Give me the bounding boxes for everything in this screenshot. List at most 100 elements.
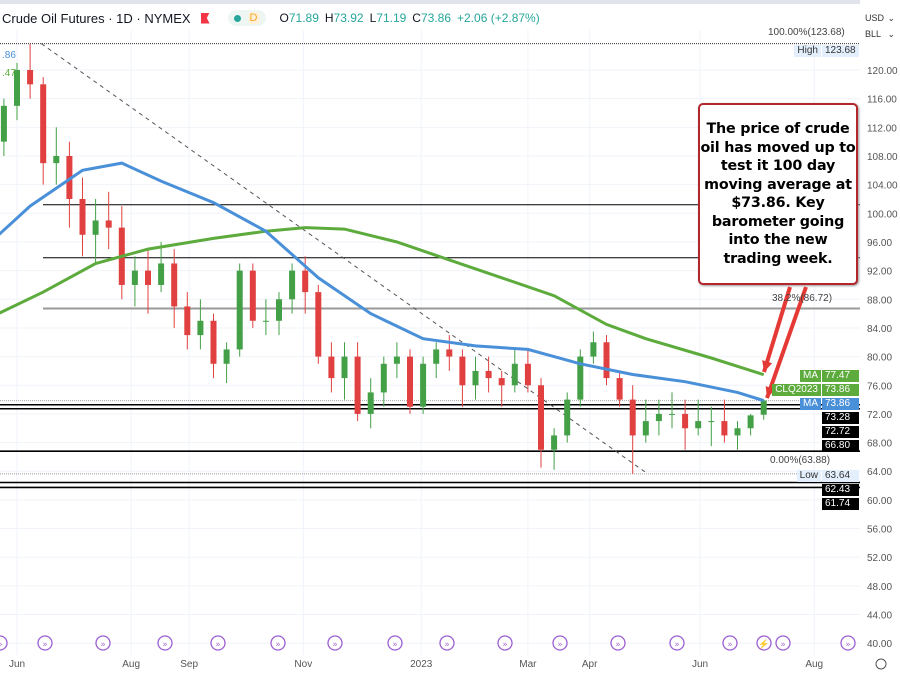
y-tick-label: 40.00	[867, 639, 892, 650]
price-label-tag: Low	[796, 470, 821, 482]
market-status-badge[interactable]: D	[227, 10, 266, 26]
price-label-tag: High	[794, 45, 821, 57]
y-tick-label: 104.00	[867, 181, 898, 192]
candle-body	[655, 413, 662, 422]
event-circle	[497, 635, 513, 651]
economic-event-icon[interactable]: »	[552, 635, 568, 651]
lightning-event-icon[interactable]: ⚡	[756, 635, 772, 651]
x-tick-label: Aug	[805, 659, 823, 670]
event-circle	[439, 635, 455, 651]
candle-body	[315, 292, 322, 357]
event-circle	[669, 635, 685, 651]
candle-body	[485, 370, 492, 379]
y-tick-label: 100.00	[867, 209, 898, 220]
event-circle	[775, 635, 791, 651]
price-label-value: 73.28	[822, 412, 859, 424]
event-glyph: »	[0, 640, 3, 649]
economic-event-icon[interactable]: »	[610, 635, 626, 651]
economic-event-icon[interactable]: »	[840, 635, 856, 651]
economic-event-icon[interactable]: »	[327, 635, 343, 651]
candle-body	[158, 263, 165, 285]
ma200-line	[0, 226, 765, 377]
price-axis-panel	[860, 0, 900, 674]
economic-event-icon[interactable]: »	[0, 635, 8, 651]
candle-body	[40, 84, 47, 164]
candle-body	[79, 198, 86, 235]
candle-body	[695, 421, 702, 429]
economic-event-icon[interactable]: »	[497, 635, 513, 651]
event-glyph: »	[728, 640, 733, 649]
fib-label-100: 100.00%(123.68)	[768, 27, 845, 38]
candle-body	[564, 399, 571, 436]
event-circle	[210, 635, 226, 651]
candle-body	[223, 349, 230, 364]
settings-gear-icon[interactable]	[875, 658, 887, 670]
event-glyph: »	[616, 640, 621, 649]
event-circle	[95, 635, 111, 651]
y-tick-label: 108.00	[867, 152, 898, 163]
economic-event-icon[interactable]: »	[157, 635, 173, 651]
economic-event-icon[interactable]: »	[722, 635, 738, 651]
candle-body	[420, 363, 427, 407]
candle-body	[407, 356, 413, 407]
top-toolbar-strip	[0, 0, 900, 4]
price-label-value: 77.47	[822, 370, 859, 382]
fib-label-0: 0.00%(63.88)	[770, 455, 831, 466]
y-tick-label: 56.00	[867, 525, 892, 536]
price-label-value: 62.43	[822, 484, 859, 496]
economic-event-icon[interactable]: »	[210, 635, 226, 651]
event-glyph: »	[781, 640, 786, 649]
economic-event-icon[interactable]: »	[669, 635, 685, 651]
economic-event-icon[interactable]: »	[270, 635, 286, 651]
y-tick-label: 92.00	[867, 267, 892, 278]
event-circle	[722, 635, 738, 651]
x-tick-label: Aug	[122, 659, 140, 670]
price-label-value: 73.86	[822, 398, 859, 410]
economic-event-icon[interactable]: »	[439, 635, 455, 651]
candle-body	[524, 363, 531, 386]
price-label-value: 63.64	[822, 470, 859, 482]
x-tick-label: Jun	[9, 659, 25, 670]
candle-body	[629, 399, 636, 436]
y-tick-label: 60.00	[867, 496, 892, 507]
arrow-shaft	[765, 286, 808, 399]
interval-badge: D	[247, 12, 260, 24]
economic-event-icon[interactable]: »	[387, 635, 403, 651]
economic-event-icon[interactable]: »	[37, 635, 53, 651]
ohlc-change: +2.06 (+2.87%)	[457, 11, 540, 25]
unit-select[interactable]: BLL ⌄	[863, 26, 897, 42]
event-glyph: »	[445, 640, 450, 649]
y-tick-label: 96.00	[867, 238, 892, 249]
symbol-title[interactable]: Crude Oil Futures · 1D · NYMEX	[2, 10, 191, 26]
event-circle	[270, 635, 286, 651]
y-tick-label: 64.00	[867, 467, 892, 478]
y-tick-label: 84.00	[867, 324, 892, 335]
x-tick-label: Sep	[180, 659, 198, 670]
candle-body	[302, 270, 309, 293]
candle-body	[459, 356, 466, 386]
candle-body	[197, 320, 204, 336]
event-glyph: »	[393, 640, 398, 649]
candle-body	[721, 421, 728, 436]
event-glyph: »	[163, 640, 168, 649]
red-arrow-icon	[762, 286, 792, 373]
price-label-tag: MA	[800, 370, 821, 382]
event-glyph: »	[333, 640, 338, 649]
candle-body	[734, 428, 741, 436]
economic-event-icon[interactable]: »	[775, 635, 791, 651]
annotation-callout[interactable]: The price of crude oil has moved up to t…	[698, 103, 858, 285]
candle-body	[105, 220, 112, 228]
flag-icon[interactable]	[200, 12, 210, 24]
event-circle	[37, 635, 53, 651]
x-tick-label: 2023	[410, 659, 433, 670]
candle-body	[538, 385, 544, 450]
candle-body	[184, 306, 191, 336]
x-tick-label: Apr	[582, 659, 598, 670]
y-tick-label: 68.00	[867, 439, 892, 450]
event-circle	[840, 635, 856, 651]
economic-event-icon[interactable]: »	[95, 635, 111, 651]
event-glyph: »	[675, 640, 680, 649]
currency-select[interactable]: USD ⌄	[863, 10, 897, 26]
y-tick-label: 72.00	[867, 410, 892, 421]
